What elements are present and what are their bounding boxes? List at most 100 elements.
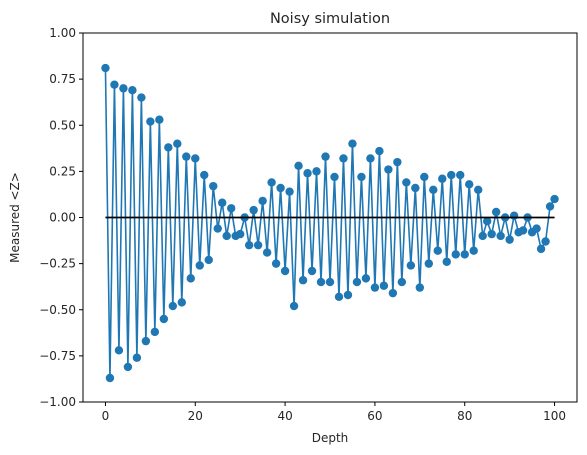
data-point (541, 237, 550, 246)
plot-frame (82, 32, 578, 403)
data-point (545, 202, 555, 211)
x-tick-label: 0 (102, 409, 110, 423)
data-point (438, 174, 447, 183)
data-point (101, 63, 110, 73)
data-point (420, 172, 429, 182)
data-point (456, 170, 465, 180)
data-point (330, 172, 339, 182)
data-point (119, 84, 128, 93)
data-point (343, 290, 353, 300)
chart-title: Noisy simulation (270, 11, 390, 27)
data-point (141, 336, 151, 346)
data-point (532, 224, 541, 233)
data-point (384, 165, 393, 174)
data-point (447, 170, 456, 180)
data-point (271, 259, 281, 268)
x-tick-label: 80 (457, 409, 472, 423)
data-point (137, 93, 146, 102)
data-point (433, 246, 442, 255)
x-tick-label: 40 (277, 409, 292, 423)
data-point (258, 196, 267, 206)
y-tick-label: 0.50 (49, 118, 76, 132)
data-point (298, 276, 308, 285)
data-point (128, 85, 137, 95)
data-point (411, 183, 420, 193)
data-point (105, 373, 115, 383)
data-point (518, 226, 528, 235)
data-point (325, 277, 335, 287)
y-tick-label: −0.75 (39, 349, 76, 363)
data-point (114, 346, 124, 355)
y-axis-ticks: −1.00 −0.75 −0.50 −0.25 0.00 0.25 0.50 0.75 1.00 (39, 26, 83, 409)
data-point (491, 207, 501, 217)
x-axis-title: Depth (312, 431, 349, 445)
data-point (375, 146, 384, 156)
data-point (366, 154, 375, 163)
data-point (195, 261, 204, 270)
data-point (280, 266, 290, 276)
data-point (361, 274, 371, 283)
data-point (469, 246, 478, 255)
data-point (393, 157, 402, 167)
data-point (509, 211, 519, 220)
data-point (132, 353, 142, 362)
data-point (415, 283, 425, 292)
data-point (123, 362, 133, 372)
data-point (289, 301, 299, 311)
data-point (496, 231, 505, 241)
data-point (505, 235, 514, 244)
data-point (155, 115, 164, 124)
data-point (168, 301, 178, 311)
data-point (285, 187, 294, 196)
data-point (204, 255, 213, 265)
data-point (235, 229, 245, 239)
data-point (244, 240, 254, 250)
data-point (321, 152, 330, 161)
data-point (218, 198, 227, 207)
data-point (474, 185, 483, 195)
data-point (370, 283, 380, 292)
data-point (294, 161, 303, 171)
data-point (388, 288, 398, 298)
data-point (482, 216, 492, 226)
data-point (478, 231, 487, 241)
x-axis-ticks: 0 20 40 60 80 100 (102, 402, 566, 423)
data-point (200, 170, 209, 180)
y-tick-label: 0.25 (49, 164, 76, 178)
data-point (550, 194, 559, 204)
data-point (177, 298, 186, 307)
data-point (110, 80, 119, 89)
y-tick-label: 0.75 (49, 72, 76, 86)
data-point (334, 292, 344, 302)
data-point (159, 314, 169, 324)
data-point (222, 231, 231, 241)
data-point (249, 205, 258, 215)
data-point (262, 248, 272, 257)
data-point (186, 274, 195, 283)
data-point (339, 154, 348, 163)
data-point (303, 169, 312, 178)
series-layer (101, 63, 559, 383)
data-point (209, 181, 218, 191)
y-axis-title: Measured <Z> (8, 172, 22, 263)
data-point (182, 152, 191, 161)
data-point (150, 327, 160, 337)
data-point (352, 277, 362, 287)
y-tick-label: 1.00 (49, 26, 76, 40)
data-point (465, 180, 474, 189)
data-point (267, 178, 276, 187)
data-point (253, 240, 263, 250)
data-point (451, 250, 460, 259)
y-tick-label: −0.25 (39, 257, 76, 271)
data-point (276, 183, 285, 193)
data-point (487, 229, 496, 239)
data-point (424, 259, 433, 268)
y-tick-label: −0.50 (39, 303, 76, 317)
x-tick-label: 20 (188, 409, 203, 423)
data-point (213, 224, 222, 233)
data-point (460, 250, 469, 259)
data-point (316, 277, 326, 287)
data-point (164, 143, 173, 152)
x-tick-label: 60 (367, 409, 382, 423)
